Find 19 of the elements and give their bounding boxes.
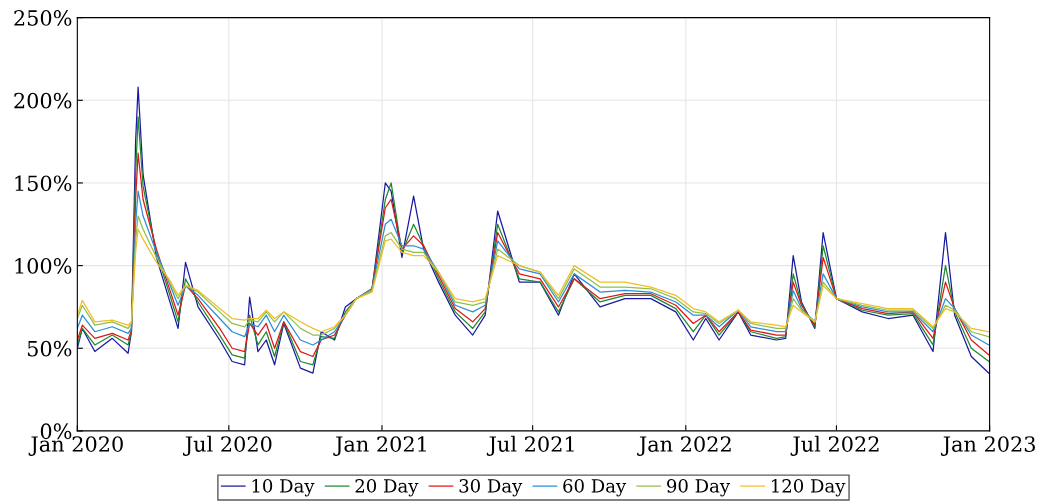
x-tick-label: Jan 2023 [940, 436, 1035, 456]
legend-label: 20 Day [355, 479, 419, 497]
legend-label: 30 Day [459, 479, 523, 497]
y-tick-label: 50% [27, 340, 72, 357]
line-series [77, 190, 990, 346]
line-series [77, 152, 990, 358]
x-tick-label: Jul 2022 [790, 435, 879, 456]
legend-label: 60 Day [563, 479, 627, 497]
y-tick-label: 100% [15, 258, 72, 274]
legend-label: 10 Day [252, 479, 315, 497]
x-tick-label: Jul 2021 [486, 435, 574, 456]
legend-label: 90 Day [667, 479, 731, 497]
legend-label: 120 Day [771, 479, 846, 497]
y-tick-label: 150% [15, 175, 72, 192]
x-tick-label: Jan 2021 [333, 436, 426, 456]
y-tick-label: 250% [14, 10, 72, 26]
x-tick-label: Jan 2022 [637, 436, 731, 456]
y-tick-label: 200% [14, 92, 72, 109]
x-tick-label: Jul 2020 [183, 435, 272, 456]
